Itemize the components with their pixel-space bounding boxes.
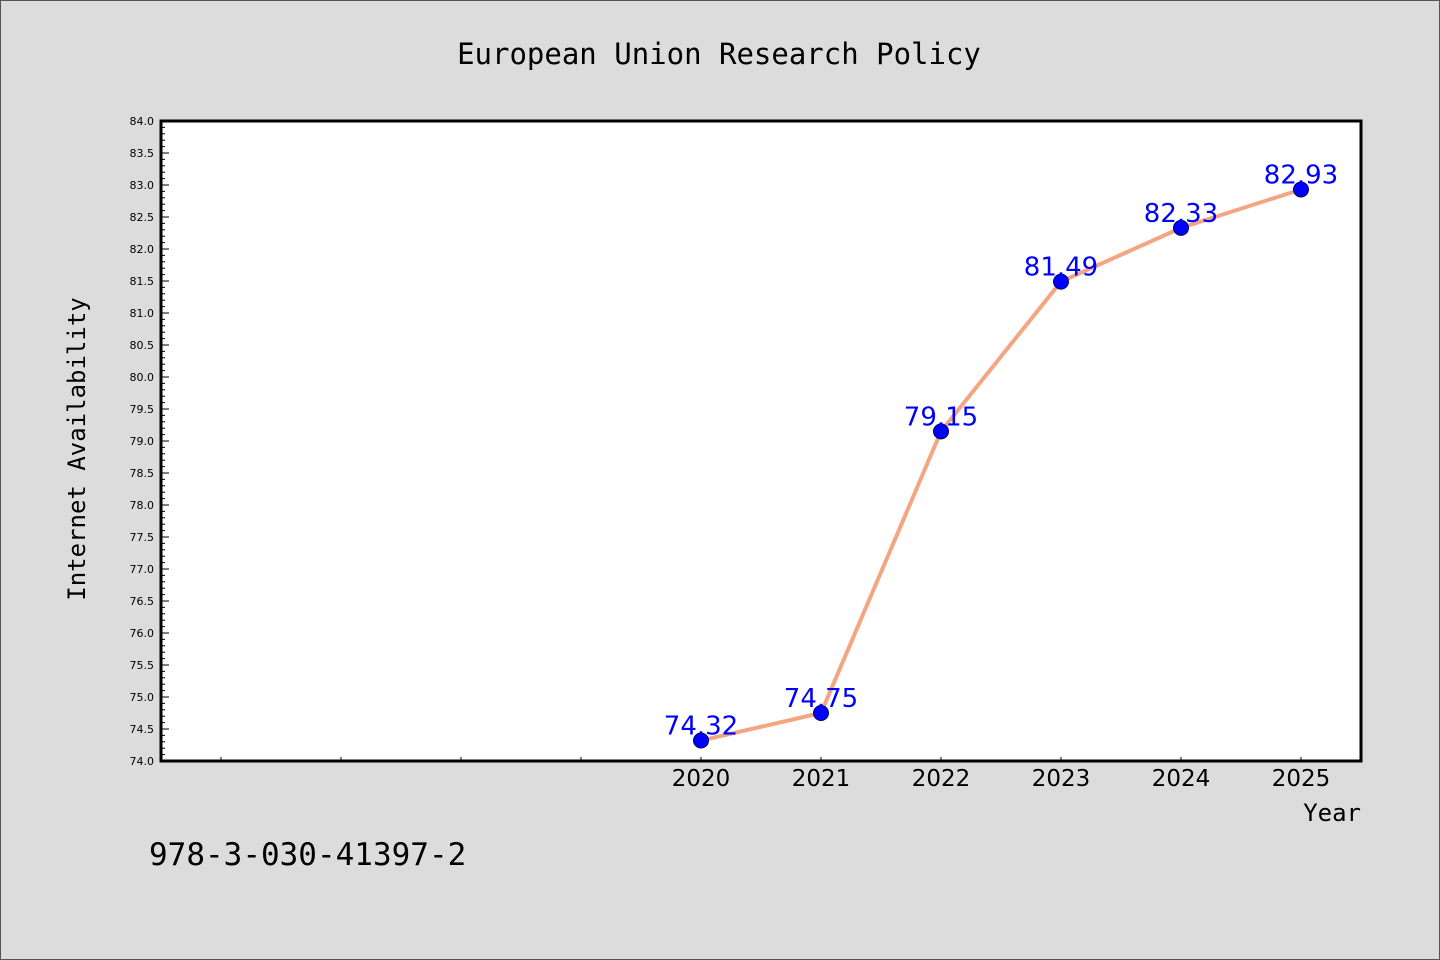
data-label: 82.93: [1264, 160, 1338, 190]
y-tick-label: 76.5: [130, 595, 155, 608]
y-tick-label: 78.0: [130, 499, 155, 512]
y-tick-label: 83.5: [130, 147, 155, 160]
series-line: [699, 187, 1303, 743]
y-tick-label: 79.0: [130, 435, 155, 448]
y-tick-label: 79.5: [130, 403, 155, 416]
data-point: [813, 705, 829, 721]
y-tick-label: 81.0: [130, 307, 155, 320]
y-axis-ticks: 74.0 74.5 75.0 75.5 76.0 76.5 77.0 77.5 78.0 78.5…: [130, 115, 169, 768]
y-tick-label: 84.0: [130, 115, 155, 128]
data-labels-layer: 74.32 74.75 79.15 81.49 82.33 82.93: [664, 160, 1338, 741]
y-tick-label: 77.0: [130, 563, 155, 576]
y-tick-label: 77.5: [130, 531, 155, 544]
data-point: [1293, 181, 1309, 198]
x-tick-label: 2022: [912, 766, 971, 792]
data-point: [933, 423, 949, 440]
x-tick-label: 2021: [792, 766, 851, 792]
data-point: [1053, 273, 1069, 290]
data-point: [1173, 219, 1189, 236]
y-tick-label: 81.5: [130, 275, 155, 288]
y-tick-label: 75.0: [130, 691, 155, 704]
x-axis-label: Year: [1303, 799, 1361, 827]
y-tick-label: 78.5: [130, 467, 155, 480]
y-axis-label: Internet Availability: [63, 297, 91, 600]
y-tick-label: 82.0: [130, 243, 155, 256]
x-tick-label: 2024: [1152, 766, 1211, 792]
x-tick-label: 2023: [1032, 766, 1091, 792]
y-tick-label: 82.5: [130, 211, 155, 224]
x-axis-ticks: 2020 2021 2022 2023 2024 2025: [220, 757, 1331, 792]
data-point: [693, 732, 709, 749]
chart-title: European Union Research Policy: [457, 37, 981, 71]
y-tick-label: 80.0: [130, 371, 155, 384]
y-tick-label: 74.0: [130, 755, 155, 768]
y-tick-label: 83.0: [130, 179, 155, 192]
plot-area: [159, 119, 1363, 763]
x-tick-label: 2020: [672, 766, 731, 792]
data-label: 74.75: [784, 684, 858, 714]
y-tick-label: 75.5: [130, 659, 155, 672]
x-tick-label: 2025: [1272, 766, 1331, 792]
y-tick-label: 76.0: [130, 627, 155, 640]
data-label: 79.15: [904, 402, 978, 432]
data-label: 82.33: [1144, 199, 1218, 229]
y-tick-label: 80.5: [130, 339, 155, 352]
series-layer: [693, 181, 1309, 749]
y-tick-label: 74.5: [130, 723, 155, 736]
data-label: 81.49: [1024, 253, 1098, 283]
data-label: 74.32: [664, 712, 738, 742]
isbn-footnote: 978-3-030-41397-2: [149, 837, 466, 873]
